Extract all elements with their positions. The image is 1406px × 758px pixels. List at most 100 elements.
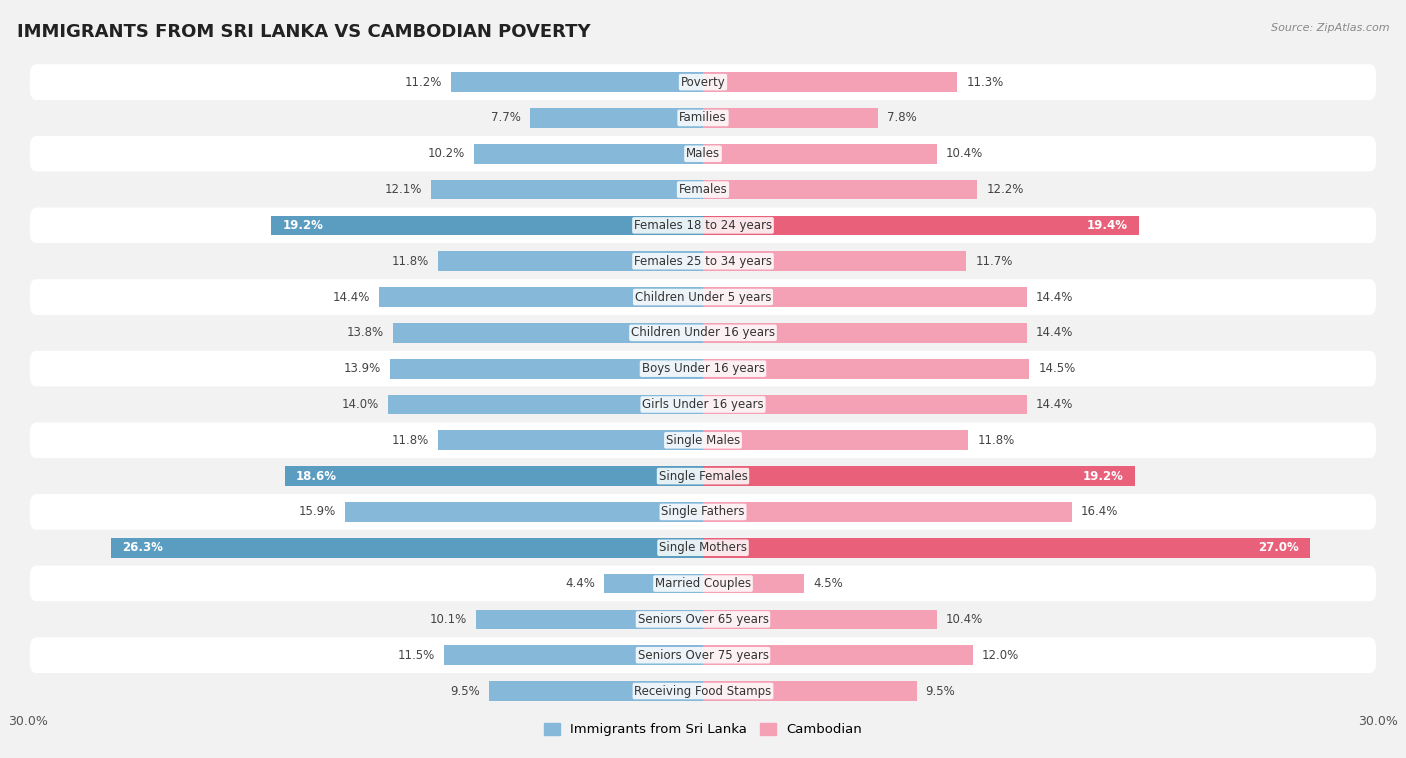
- Bar: [703, 681, 917, 701]
- Text: Source: ZipAtlas.com: Source: ZipAtlas.com: [1271, 23, 1389, 33]
- Text: 7.8%: 7.8%: [887, 111, 917, 124]
- Text: 10.1%: 10.1%: [430, 613, 467, 626]
- Bar: [391, 359, 703, 378]
- FancyBboxPatch shape: [30, 673, 1376, 709]
- Text: Females 18 to 24 years: Females 18 to 24 years: [634, 219, 772, 232]
- FancyBboxPatch shape: [30, 459, 1376, 494]
- Bar: [437, 431, 703, 450]
- Bar: [703, 323, 1026, 343]
- Text: 7.7%: 7.7%: [491, 111, 520, 124]
- Text: Children Under 16 years: Children Under 16 years: [631, 327, 775, 340]
- FancyBboxPatch shape: [30, 565, 1376, 602]
- Text: Females 25 to 34 years: Females 25 to 34 years: [634, 255, 772, 268]
- Text: Seniors Over 65 years: Seniors Over 65 years: [637, 613, 769, 626]
- Text: 11.8%: 11.8%: [391, 434, 429, 446]
- Bar: [475, 609, 703, 629]
- Text: 18.6%: 18.6%: [295, 470, 337, 483]
- Text: IMMIGRANTS FROM SRI LANKA VS CAMBODIAN POVERTY: IMMIGRANTS FROM SRI LANKA VS CAMBODIAN P…: [17, 23, 591, 41]
- Bar: [703, 431, 969, 450]
- Bar: [474, 144, 703, 164]
- Bar: [703, 144, 936, 164]
- Bar: [703, 108, 879, 128]
- FancyBboxPatch shape: [30, 315, 1376, 351]
- FancyBboxPatch shape: [30, 351, 1376, 387]
- Text: Families: Families: [679, 111, 727, 124]
- FancyBboxPatch shape: [30, 530, 1376, 565]
- Text: 14.4%: 14.4%: [1036, 290, 1073, 303]
- Bar: [605, 574, 703, 594]
- FancyBboxPatch shape: [30, 136, 1376, 171]
- Text: 10.4%: 10.4%: [946, 613, 983, 626]
- Text: 11.7%: 11.7%: [976, 255, 1012, 268]
- FancyBboxPatch shape: [30, 279, 1376, 315]
- Text: 11.2%: 11.2%: [405, 76, 441, 89]
- Bar: [346, 502, 703, 522]
- Text: 11.5%: 11.5%: [398, 649, 436, 662]
- Text: Single Mothers: Single Mothers: [659, 541, 747, 554]
- Bar: [430, 180, 703, 199]
- Text: 9.5%: 9.5%: [450, 684, 481, 697]
- FancyBboxPatch shape: [30, 243, 1376, 279]
- FancyBboxPatch shape: [30, 208, 1376, 243]
- FancyBboxPatch shape: [30, 387, 1376, 422]
- FancyBboxPatch shape: [30, 494, 1376, 530]
- Text: Girls Under 16 years: Girls Under 16 years: [643, 398, 763, 411]
- Text: 27.0%: 27.0%: [1258, 541, 1299, 554]
- Text: 9.5%: 9.5%: [925, 684, 956, 697]
- Text: 12.2%: 12.2%: [987, 183, 1024, 196]
- FancyBboxPatch shape: [30, 637, 1376, 673]
- Bar: [703, 180, 977, 199]
- Text: 12.0%: 12.0%: [981, 649, 1019, 662]
- Text: 11.3%: 11.3%: [966, 76, 1004, 89]
- Text: 19.4%: 19.4%: [1087, 219, 1128, 232]
- FancyBboxPatch shape: [30, 422, 1376, 459]
- Text: 14.0%: 14.0%: [342, 398, 380, 411]
- Text: 13.8%: 13.8%: [346, 327, 384, 340]
- Text: Single Females: Single Females: [658, 470, 748, 483]
- Bar: [388, 395, 703, 415]
- Bar: [703, 538, 1310, 558]
- Text: 13.9%: 13.9%: [344, 362, 381, 375]
- Bar: [530, 108, 703, 128]
- Bar: [703, 574, 804, 594]
- FancyBboxPatch shape: [30, 602, 1376, 637]
- Text: Boys Under 16 years: Boys Under 16 years: [641, 362, 765, 375]
- Bar: [284, 466, 703, 486]
- Bar: [451, 72, 703, 92]
- Bar: [271, 215, 703, 235]
- Text: 10.4%: 10.4%: [946, 147, 983, 160]
- Text: Seniors Over 75 years: Seniors Over 75 years: [637, 649, 769, 662]
- Text: Poverty: Poverty: [681, 76, 725, 89]
- Text: 14.4%: 14.4%: [333, 290, 370, 303]
- Text: 19.2%: 19.2%: [1083, 470, 1123, 483]
- Text: 11.8%: 11.8%: [977, 434, 1015, 446]
- Bar: [703, 609, 936, 629]
- Text: 14.4%: 14.4%: [1036, 327, 1073, 340]
- FancyBboxPatch shape: [30, 100, 1376, 136]
- Text: 12.1%: 12.1%: [384, 183, 422, 196]
- Text: Married Couples: Married Couples: [655, 577, 751, 590]
- Text: 10.2%: 10.2%: [427, 147, 464, 160]
- Text: 19.2%: 19.2%: [283, 219, 323, 232]
- Text: Single Fathers: Single Fathers: [661, 506, 745, 518]
- FancyBboxPatch shape: [30, 64, 1376, 100]
- Text: 14.5%: 14.5%: [1038, 362, 1076, 375]
- FancyBboxPatch shape: [30, 171, 1376, 208]
- Text: 16.4%: 16.4%: [1081, 506, 1118, 518]
- Bar: [437, 252, 703, 271]
- Bar: [392, 323, 703, 343]
- Bar: [703, 395, 1026, 415]
- Bar: [703, 72, 957, 92]
- Bar: [111, 538, 703, 558]
- Text: 26.3%: 26.3%: [122, 541, 163, 554]
- Bar: [703, 466, 1135, 486]
- Bar: [380, 287, 703, 307]
- Text: 14.4%: 14.4%: [1036, 398, 1073, 411]
- Text: 15.9%: 15.9%: [299, 506, 336, 518]
- Bar: [444, 645, 703, 665]
- Bar: [703, 359, 1029, 378]
- Text: Receiving Food Stamps: Receiving Food Stamps: [634, 684, 772, 697]
- Bar: [703, 645, 973, 665]
- Text: 4.5%: 4.5%: [813, 577, 844, 590]
- Text: Females: Females: [679, 183, 727, 196]
